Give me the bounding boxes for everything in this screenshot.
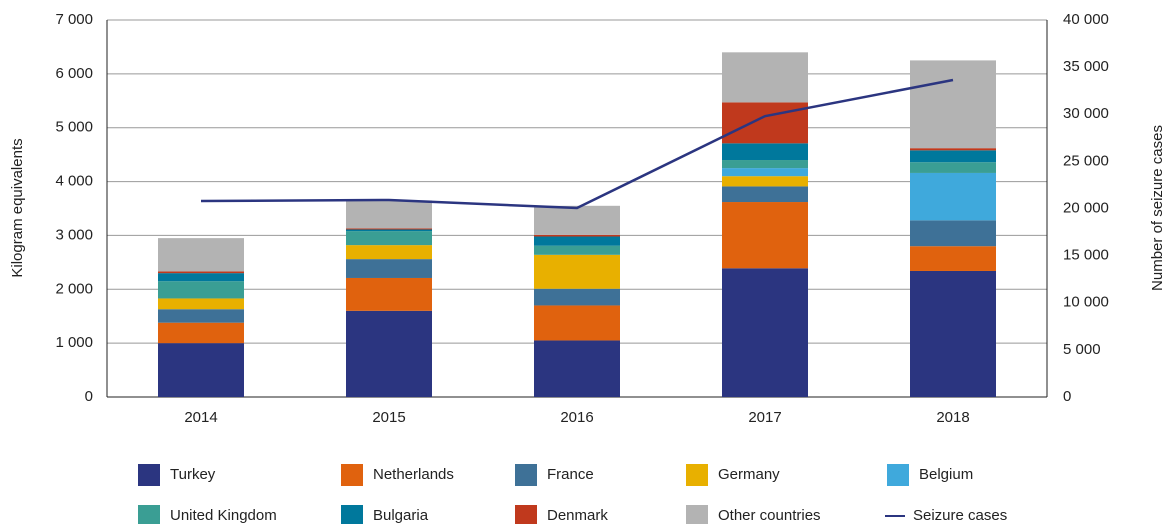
y-tick-label: 3 000	[55, 226, 93, 243]
bar-segment	[158, 343, 244, 397]
y2-tick-label: 10 000	[1063, 294, 1109, 311]
bar-segment	[158, 281, 244, 299]
bar-segment	[910, 246, 996, 271]
bar-segment	[722, 268, 808, 397]
y-tick-label: 4 000	[55, 173, 93, 190]
bar-segment	[722, 143, 808, 161]
bar-segment	[910, 60, 996, 149]
legend-label: Bulgaria	[373, 507, 429, 524]
bar-segment	[346, 310, 432, 397]
x-tick-label: 2018	[936, 409, 969, 426]
y-tick-label: 1 000	[55, 334, 93, 351]
bar-segment	[346, 228, 432, 230]
legend-label: Germany	[718, 466, 780, 483]
bar-segment	[346, 259, 432, 278]
y2-tick-label: 25 000	[1063, 152, 1109, 169]
y2-tick-label: 15 000	[1063, 247, 1109, 264]
bar-segment	[910, 220, 996, 247]
bar-segment	[346, 245, 432, 260]
legend-label: Netherlands	[373, 466, 454, 483]
legend-swatch	[686, 464, 708, 486]
legend-swatch	[515, 505, 537, 524]
bar-segment	[722, 186, 808, 203]
bar-segment	[722, 168, 808, 177]
bar-segment	[158, 322, 244, 344]
y-axis-label: Kilogram equivalents	[9, 138, 26, 277]
bar-segment	[722, 176, 808, 187]
bar-segment	[534, 236, 620, 246]
y-tick-label: 7 000	[55, 11, 93, 28]
bar-segment	[534, 205, 620, 235]
bar-segment	[722, 102, 808, 144]
y-tick-label: 2 000	[55, 280, 93, 297]
legend-label: Belgium	[919, 466, 973, 483]
x-tick-label: 2016	[560, 409, 593, 426]
bar-segment	[910, 162, 996, 173]
bar-segment	[910, 150, 996, 163]
bar-segment	[534, 305, 620, 341]
y2-tick-label: 5 000	[1063, 341, 1101, 358]
y2-tick-label: 30 000	[1063, 105, 1109, 122]
bar-segment	[346, 229, 432, 232]
y2-tick-label: 40 000	[1063, 11, 1109, 28]
y2-axis-label: Number of seizure cases	[1149, 125, 1166, 291]
legend-swatch	[341, 505, 363, 524]
bar-segment	[910, 270, 996, 397]
legend-swatch	[138, 505, 160, 524]
bar-segment	[158, 238, 244, 272]
legend-label: France	[547, 466, 594, 483]
bar-segment	[534, 245, 620, 255]
legend-label: Denmark	[547, 507, 608, 524]
bar-segment	[910, 148, 996, 151]
y2-tick-label: 0	[1063, 388, 1071, 405]
bar-segment	[534, 234, 620, 237]
y-tick-label: 0	[85, 388, 93, 405]
bar-segment	[346, 231, 432, 246]
bar-segment	[346, 277, 432, 311]
bar-segment	[158, 298, 244, 310]
legend-label: Other countries	[718, 507, 821, 524]
bar-segment	[534, 340, 620, 397]
bar-segment	[158, 309, 244, 323]
legend-label: Seizure cases	[913, 507, 1007, 524]
x-tick-label: 2017	[748, 409, 781, 426]
y2-tick-label: 35 000	[1063, 58, 1109, 75]
line-series	[200, 78, 954, 210]
legend-swatch	[686, 505, 708, 524]
bar-segment	[722, 160, 808, 169]
y-tick-label: 5 000	[55, 119, 93, 136]
legend-swatch	[138, 464, 160, 486]
x-tick-label: 2014	[184, 409, 217, 426]
legend-label: United Kingdom	[170, 507, 277, 524]
x-tick-label: 2015	[372, 409, 405, 426]
bar-segment	[158, 271, 244, 274]
y-tick-label: 6 000	[55, 65, 93, 82]
bar-segment	[534, 288, 620, 306]
legend-swatch	[341, 464, 363, 486]
legend-swatch	[887, 464, 909, 486]
bar-segment	[722, 202, 808, 269]
bar-segment	[346, 200, 432, 229]
legend-label: Turkey	[170, 466, 216, 483]
bar-segment	[910, 172, 996, 221]
bar-segment	[722, 52, 808, 103]
bar-segment	[158, 273, 244, 282]
bar-segment	[534, 254, 620, 289]
y2-tick-label: 20 000	[1063, 199, 1109, 216]
legend-swatch	[515, 464, 537, 486]
